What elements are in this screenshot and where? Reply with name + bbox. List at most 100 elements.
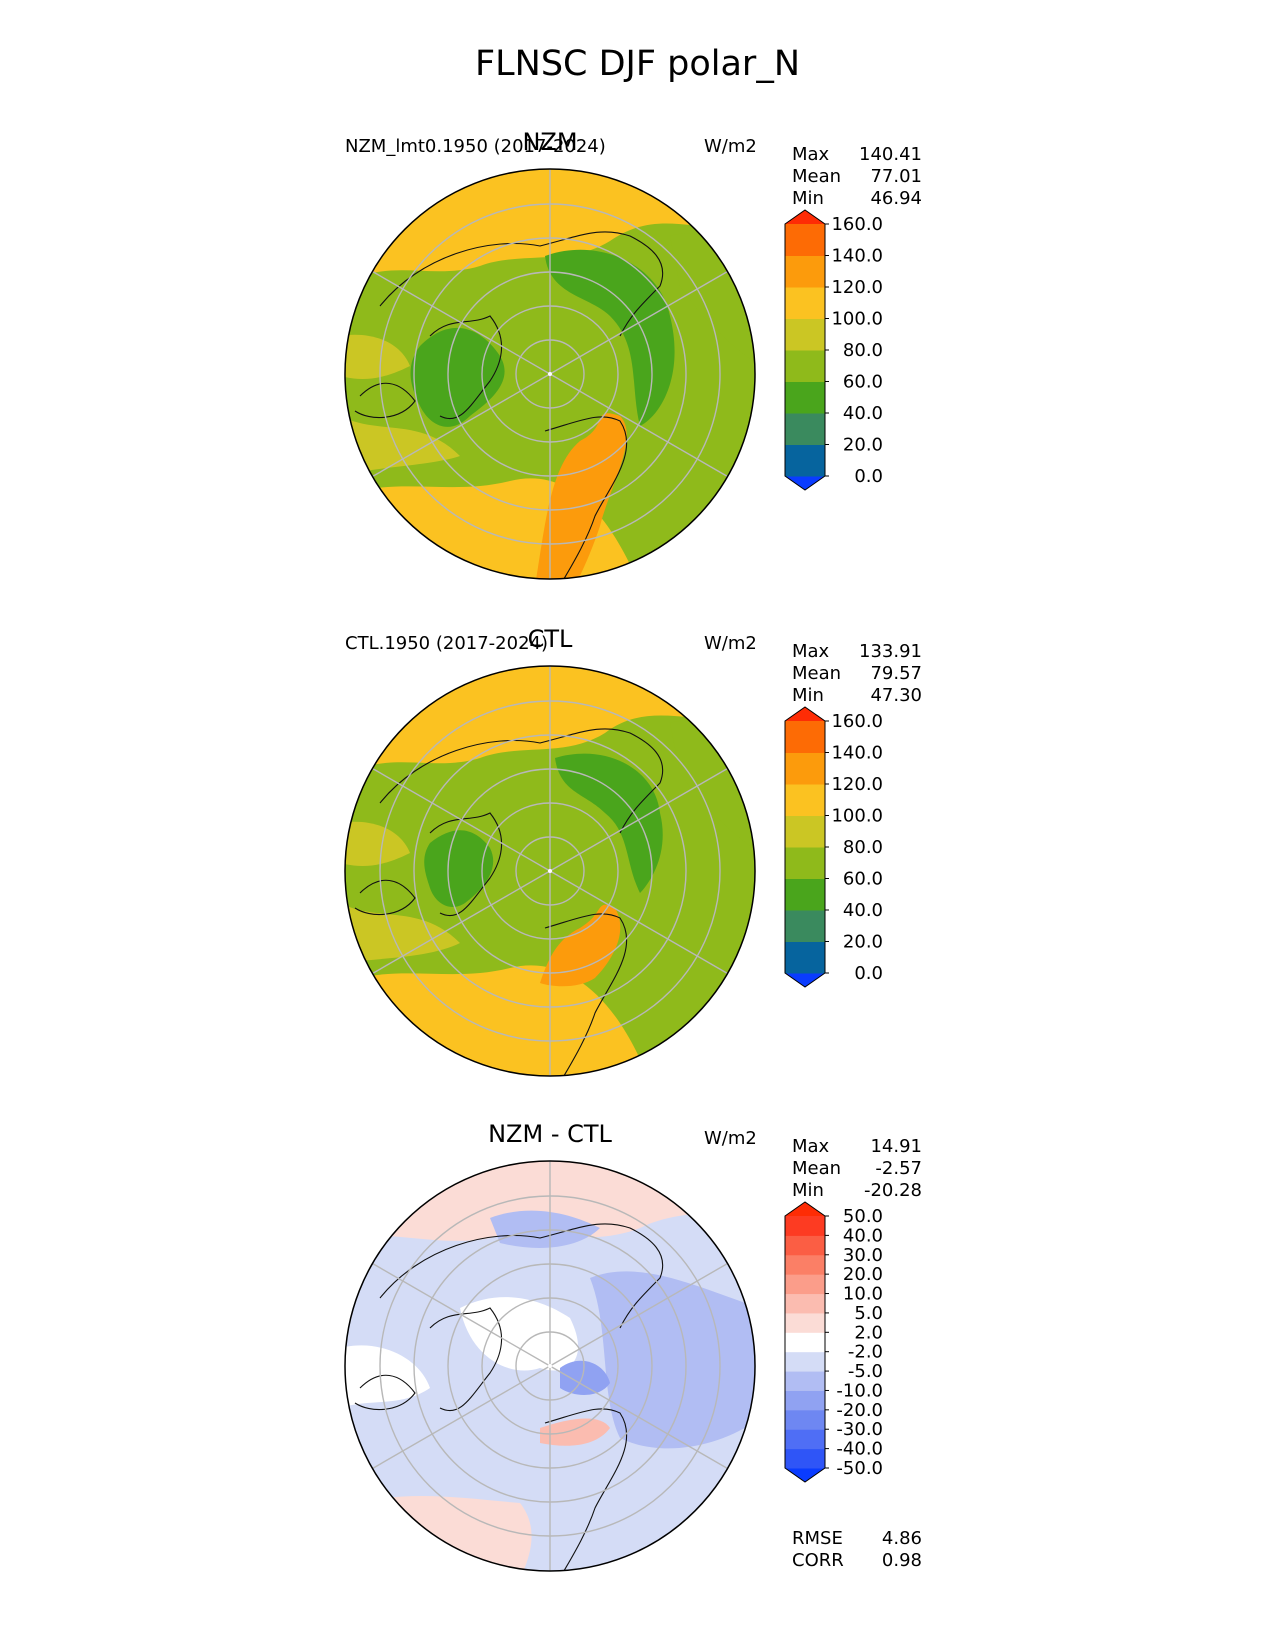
colorbar-tick-label: -2.0 (848, 1342, 883, 1363)
colorbar-tick-label: 80.0 (843, 837, 883, 858)
colorbar-tick-label: -50.0 (836, 1458, 883, 1479)
colorbar-segment (785, 287, 825, 319)
colorbar-tick-label: 40.0 (843, 1225, 883, 1246)
colorbar-tick-label: 0.0 (854, 963, 883, 984)
colorbar-segment (785, 1448, 825, 1469)
colorbar-segment (785, 878, 825, 911)
colorbar-extend-min (785, 973, 825, 987)
polar-map (344, 665, 756, 1077)
colorbar-extend-min (785, 1468, 825, 1482)
pole-marker (548, 1364, 552, 1368)
pole-marker (548, 372, 552, 376)
colorbar-tick-label: 140.0 (831, 246, 883, 267)
stats-block: Max 14.91 Mean -2.57 Min -20.28 (792, 1136, 922, 1202)
colorbar-tick-label: -30.0 (836, 1419, 883, 1440)
colorbar-tick-label: -20.0 (836, 1400, 883, 1421)
field-region (345, 903, 460, 963)
colorbar: 0.0 20.0 40.0 60.0 80.0 100.0 120.0 140.0 160.0 (784, 209, 883, 491)
colorbar-segment (785, 941, 825, 974)
colorbar-segment (785, 318, 825, 351)
stat-mean: Mean 77.01 (792, 166, 922, 187)
field-region (345, 416, 460, 476)
stat-max: Max 140.41 (792, 144, 922, 165)
panel-nzm: NZM NZM_lmt0.1950 (2017-2024) W/m2 Max 14… (0, 128, 1275, 598)
panel-ctl: CTL CTL.1950 (2017-2024) W/m2 Max 133.91 … (0, 625, 1275, 1095)
colorbar-extend-max (785, 1202, 825, 1216)
figure-title: FLNSC DJF polar_N (475, 44, 800, 84)
field-region (424, 830, 494, 908)
polar-map (344, 1160, 756, 1572)
colorbar-extend-min (785, 476, 825, 490)
colorbar-segment (785, 1254, 825, 1275)
colorbar: -50.0-40.0-30.0-20.0-10.0-5.0-2.02.05.01… (784, 1201, 883, 1483)
stat-min: Min 46.94 (792, 188, 922, 209)
colorbar-tick-label: -40.0 (836, 1439, 883, 1460)
colorbar-tick-label: 50.0 (843, 1206, 883, 1227)
colorbar-segment (785, 910, 825, 942)
field-region (345, 821, 410, 866)
colorbar-segment (785, 1390, 825, 1411)
panel-units: W/m2 (704, 1128, 757, 1149)
colorbar-tick-label: 120.0 (831, 277, 883, 298)
colorbar-segment (785, 413, 825, 445)
colorbar-segment (785, 752, 825, 785)
colorbar-segment (785, 784, 825, 816)
field-region (460, 1297, 579, 1371)
colorbar-tick-label: 60.0 (843, 372, 883, 393)
panel-case-label: CTL.1950 (2017-2024) (345, 633, 549, 654)
coastlines (354, 1223, 664, 1571)
colorbar-segment (785, 1371, 825, 1391)
colorbar-segment (785, 1293, 825, 1314)
colorbar-tick-label: 10.0 (843, 1284, 883, 1305)
stat-min: Min 47.30 (792, 685, 922, 706)
colorbar-tick-label: -10.0 (836, 1380, 883, 1401)
colorbar-tick-label: 100.0 (831, 309, 883, 330)
colorbar-tick-label: 40.0 (843, 403, 883, 424)
graticule (372, 666, 728, 1076)
stats-block: Max 133.91 Mean 79.57 Min 47.30 (792, 641, 922, 707)
colorbar-segment (785, 1312, 825, 1333)
colorbar-segment (785, 721, 825, 753)
colorbar-segment (785, 1235, 825, 1256)
map-boundary (344, 1160, 756, 1572)
graticule (372, 169, 728, 579)
colorbar-segment (785, 1351, 825, 1372)
panel-difference: NZM - CTL W/m2 Max 14.91 Mean -2.57 Min -20… (0, 1120, 1275, 1640)
colorbar-tick-label: 60.0 (843, 869, 883, 890)
polar-map (344, 168, 756, 580)
colorbar-segment (785, 1409, 825, 1430)
stat-mean: Mean 79.57 (792, 663, 922, 684)
colorbar-tick-label: 80.0 (843, 340, 883, 361)
colorbar-tick-label: 160.0 (831, 214, 883, 235)
field-region (345, 334, 410, 379)
panel-case-label: NZM_lmt0.1950 (2017-2024) (345, 136, 606, 157)
colorbar-tick-label: 30.0 (843, 1245, 883, 1266)
map-boundary (344, 665, 756, 1077)
colorbar-segment (785, 255, 825, 288)
metrics-block: RMSE 4.86 CORR 0.98 (792, 1528, 922, 1572)
colorbar-segment (785, 847, 825, 879)
colorbar-segment (785, 444, 825, 477)
coastlines (354, 231, 664, 579)
stat-min: Min -20.28 (792, 1180, 922, 1201)
colorbar-tick-label: -5.0 (848, 1361, 883, 1382)
stat-mean: Mean -2.57 (792, 1158, 922, 1179)
colorbar: 0.0 20.0 40.0 60.0 80.0 100.0 120.0 140.0 160.0 (784, 706, 883, 988)
colorbar-extend-max (785, 210, 825, 224)
colorbar-tick-label: 20.0 (843, 1264, 883, 1285)
stat-max: Max 14.91 (792, 1136, 922, 1157)
colorbar-extend-max (785, 707, 825, 721)
colorbar-segment (785, 1216, 825, 1236)
stat-max: Max 133.91 (792, 641, 922, 662)
graticule (372, 1161, 728, 1571)
field-region (540, 1418, 610, 1446)
colorbar-segment (785, 224, 825, 256)
field-region (555, 753, 663, 893)
pole-marker (548, 869, 552, 873)
colorbar-segment (785, 815, 825, 848)
colorbar-tick-label: 140.0 (831, 743, 883, 764)
field-region (535, 413, 627, 579)
field-region (545, 249, 675, 426)
colorbar-tick-label: 0.0 (854, 466, 883, 487)
colorbar-segment (785, 381, 825, 414)
